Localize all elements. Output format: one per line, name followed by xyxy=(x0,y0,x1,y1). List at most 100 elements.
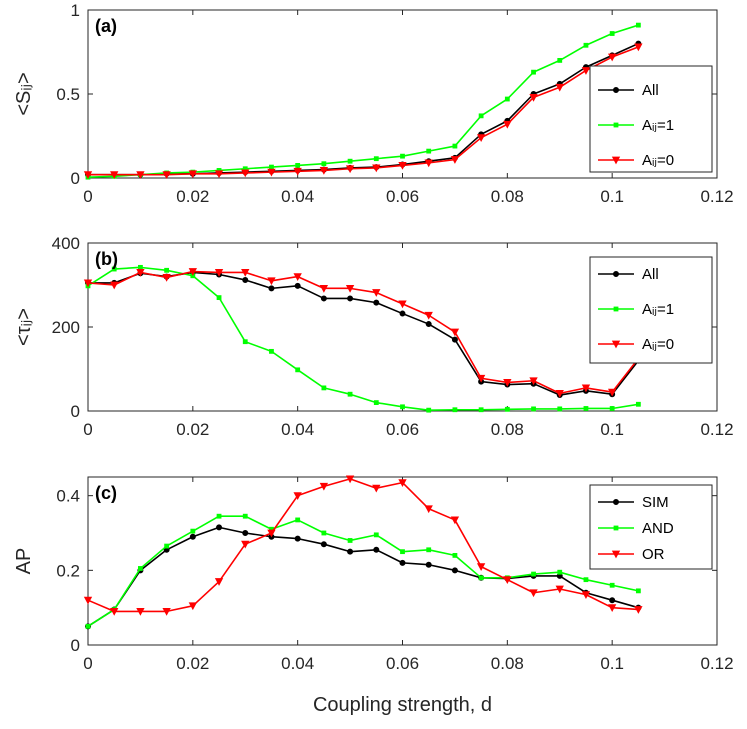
data-point xyxy=(529,93,538,102)
data-point xyxy=(398,300,407,309)
legend: All Aᵢⱼ=1 Aᵢⱼ=0 xyxy=(589,65,713,173)
data-point xyxy=(555,83,564,92)
data-point xyxy=(452,553,458,558)
data-point xyxy=(138,264,143,270)
series-line-2 xyxy=(87,270,640,395)
data-point xyxy=(398,161,407,170)
legend-box xyxy=(589,484,713,570)
series-line-1 xyxy=(87,515,639,628)
data-point xyxy=(267,529,276,538)
data-point xyxy=(188,170,198,179)
data-point xyxy=(320,295,327,302)
data-point xyxy=(478,407,484,413)
data-point xyxy=(400,549,405,555)
data-point xyxy=(372,289,381,297)
data-point xyxy=(399,559,406,566)
data-point xyxy=(503,576,512,585)
panel-label: (b) xyxy=(95,249,118,269)
data-point xyxy=(531,69,536,75)
data-point xyxy=(398,479,407,487)
x-tick-label: 0.12 xyxy=(700,420,733,439)
x-tick-label: 0.12 xyxy=(700,654,733,673)
y-tick-label: 200 xyxy=(52,318,80,337)
series-group xyxy=(83,264,643,413)
data-point xyxy=(609,31,615,36)
x-tick-label: 0.08 xyxy=(491,420,524,439)
data-point xyxy=(478,113,484,119)
data-point xyxy=(295,367,301,373)
data-point xyxy=(424,505,433,514)
data-point xyxy=(425,321,432,328)
data-point xyxy=(531,406,536,412)
data-point xyxy=(476,134,486,143)
x-tick-label: 0 xyxy=(83,654,92,673)
x-tick-label: 0.06 xyxy=(386,187,419,206)
data-point xyxy=(452,407,458,413)
data-point xyxy=(321,161,327,167)
legend-entry: Aᵢⱼ=0 xyxy=(642,152,674,169)
data-point xyxy=(162,274,171,282)
legend-entry: OR xyxy=(642,546,665,563)
data-point xyxy=(136,608,145,616)
data-point xyxy=(188,268,198,276)
x-tick-label: 0 xyxy=(83,187,92,206)
data-point xyxy=(426,407,432,413)
x-tick-label: 0.12 xyxy=(700,187,733,206)
legend-marker xyxy=(613,498,620,505)
y-ticks: 0 200 400 xyxy=(52,234,717,421)
legend-entry: Aᵢⱼ=1 xyxy=(642,301,674,318)
data-point xyxy=(373,156,379,162)
data-point xyxy=(609,582,615,588)
data-point xyxy=(583,406,589,411)
data-point xyxy=(164,543,170,549)
data-point xyxy=(345,475,355,484)
data-point xyxy=(400,153,405,159)
data-point xyxy=(110,171,119,179)
x-ticks: 0 0.02 0.04 0.06 0.08 0.1 0.12 xyxy=(83,243,734,439)
data-point xyxy=(295,162,301,168)
y-tick-label: 0 xyxy=(71,402,80,421)
legend-marker xyxy=(613,270,620,277)
legend-entry: Aᵢⱼ=0 xyxy=(642,336,674,353)
data-point xyxy=(426,547,432,553)
series-line-2 xyxy=(87,478,639,613)
y-ticks: 0 0.2 0.4 xyxy=(56,487,717,655)
data-point xyxy=(110,281,119,290)
data-point xyxy=(138,566,143,571)
x-tick-label: 0 xyxy=(83,420,92,439)
y-tick-label: 0.2 xyxy=(56,561,80,580)
data-point xyxy=(320,541,327,548)
data-point xyxy=(373,532,379,538)
data-point xyxy=(581,384,591,393)
data-point xyxy=(319,284,329,293)
legend-marker xyxy=(611,156,621,165)
data-point xyxy=(503,379,512,387)
series-line-1 xyxy=(87,24,639,178)
x-tick-label: 0.04 xyxy=(281,420,314,439)
data-point xyxy=(373,546,380,553)
data-point xyxy=(399,310,406,317)
data-point xyxy=(583,577,589,583)
data-point xyxy=(321,530,327,536)
data-point xyxy=(504,96,510,102)
data-point xyxy=(267,168,276,177)
data-point xyxy=(347,158,353,164)
data-point xyxy=(347,391,353,397)
legend-marker xyxy=(611,340,621,349)
y-tick-label: 0 xyxy=(71,169,80,188)
legend-entry: Aᵢⱼ=1 xyxy=(642,117,674,134)
legend: SIM AND OR xyxy=(589,484,713,570)
data-point xyxy=(241,268,250,277)
data-point xyxy=(345,284,355,293)
series-line-1 xyxy=(87,266,639,411)
data-point xyxy=(478,575,484,581)
panel-a: 0 0.02 0.04 0.06 0.08 0.1 0.12 0 0.5 1 <Sᵢⱼ> (a) All… xyxy=(13,1,734,206)
data-point xyxy=(476,374,486,383)
data-point xyxy=(242,276,249,283)
x-tick-label: 0.06 xyxy=(386,654,419,673)
data-point xyxy=(531,571,536,577)
x-tick-label: 0.04 xyxy=(281,654,314,673)
data-point xyxy=(269,164,274,170)
data-point xyxy=(372,164,381,173)
